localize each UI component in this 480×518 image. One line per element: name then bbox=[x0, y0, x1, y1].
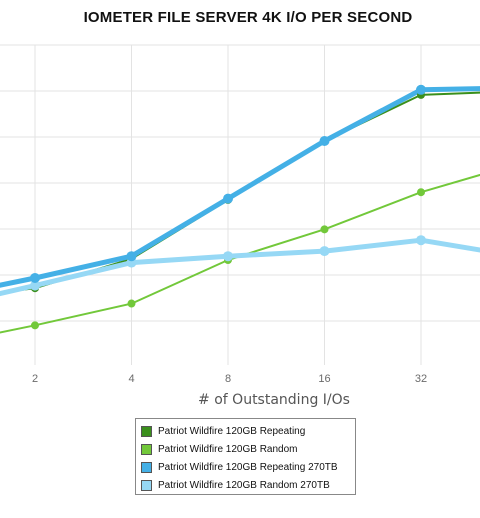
x-axis-label: # of Outstanding I/Os bbox=[198, 392, 350, 408]
line-chart: 2 4 8 16 32 # of Outstanding I/Os bbox=[0, 44, 480, 408]
legend-item: Patriot Wildfire 120GB Repeating bbox=[141, 422, 355, 440]
x-tick-label: 4 bbox=[128, 373, 134, 385]
series-points bbox=[30, 84, 426, 330]
data-point-series-3 bbox=[416, 84, 426, 95]
legend-swatch bbox=[141, 461, 152, 473]
data-point-series-2 bbox=[320, 225, 329, 234]
data-point-series-4 bbox=[319, 246, 330, 257]
data-point-series-2 bbox=[31, 321, 39, 330]
series-lines bbox=[0, 86, 480, 334]
legend-label: Patriot Wildfire 120GB Repeating 270TB bbox=[158, 461, 338, 473]
x-tick-label: 32 bbox=[415, 373, 427, 385]
data-point-series-3 bbox=[223, 193, 233, 204]
data-point-series-4 bbox=[416, 235, 426, 246]
x-tick-label: 16 bbox=[318, 373, 330, 385]
legend-item: Patriot Wildfire 120GB Random bbox=[141, 440, 355, 458]
x-tick-labels: 2 4 8 16 32 bbox=[32, 373, 427, 385]
data-point-series-3 bbox=[126, 251, 137, 262]
data-point-series-2 bbox=[127, 299, 136, 308]
data-point-series-4 bbox=[30, 280, 40, 291]
legend-label: Patriot Wildfire 120GB Random 270TB bbox=[158, 479, 330, 491]
legend-item: Patriot Wildfire 120GB Repeating 270TB bbox=[141, 458, 355, 476]
legend-swatch bbox=[141, 479, 152, 491]
data-point-series-2 bbox=[417, 188, 425, 197]
legend: Patriot Wildfire 120GB Repeating Patriot … bbox=[135, 418, 356, 495]
legend-item: Patriot Wildfire 120GB Random 270TB bbox=[141, 476, 355, 494]
x-tick-label: 8 bbox=[225, 373, 231, 385]
chart-title: IOMETER FILE SERVER 4K I/O PER SECOND bbox=[83, 9, 413, 26]
x-tick-label: 2 bbox=[32, 373, 38, 385]
data-point-series-4 bbox=[223, 251, 233, 262]
data-point-series-3 bbox=[319, 136, 330, 146]
series-line-3 bbox=[0, 86, 480, 288]
legend-label: Patriot Wildfire 120GB Repeating bbox=[158, 425, 306, 437]
series-line-4 bbox=[0, 237, 480, 297]
legend-label: Patriot Wildfire 120GB Random bbox=[158, 443, 298, 455]
legend-swatch bbox=[141, 425, 152, 437]
data-point-series-3 bbox=[30, 272, 40, 283]
legend-swatch bbox=[141, 443, 152, 455]
